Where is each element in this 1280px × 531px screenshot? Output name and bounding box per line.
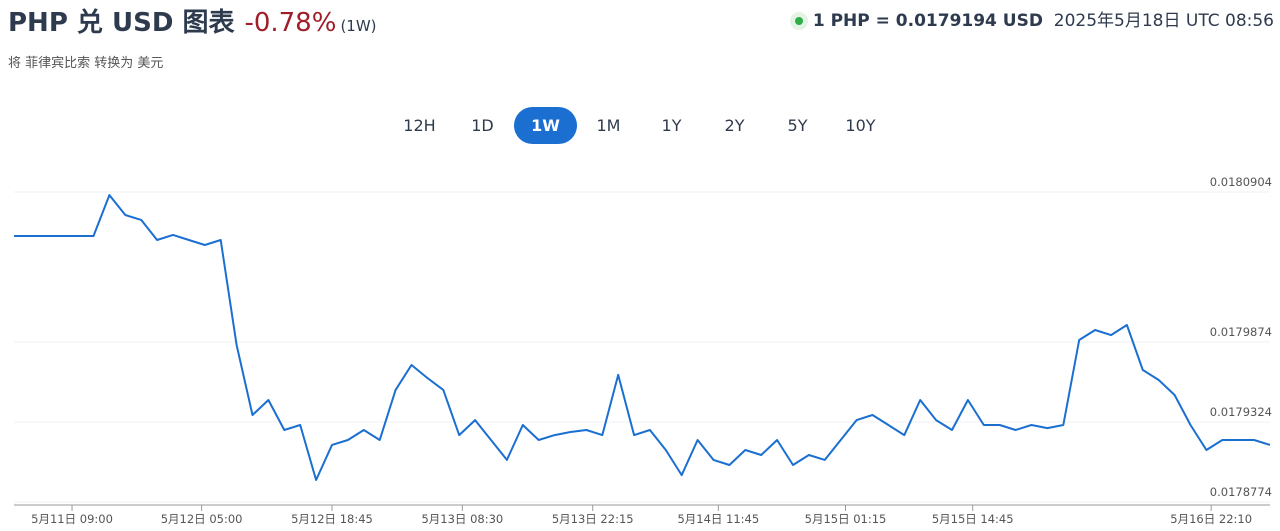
x-tick-label: 5月12日 05:00 xyxy=(161,512,243,526)
range-button[interactable]: 1M xyxy=(596,116,621,135)
range-button[interactable]: 5Y xyxy=(787,116,808,135)
x-tick-label: 5月13日 22:15 xyxy=(552,512,634,526)
subtitle: 将 菲律宾比索 转换为 美元 xyxy=(8,56,164,71)
y-tick-label: 0.0179874 xyxy=(1210,325,1272,339)
range-button[interactable]: 2Y xyxy=(724,116,745,135)
y-tick-label: 0.0178774 xyxy=(1210,485,1272,499)
timestamp: 2025年5月18日 UTC 08:56 xyxy=(1053,11,1274,31)
x-tick-label: 5月15日 01:15 xyxy=(805,512,887,526)
rate: 1 PHP = 0.0179194 USD xyxy=(812,11,1043,31)
y-tick-label: 0.0180904 xyxy=(1210,175,1272,189)
change: -0.78% xyxy=(244,8,337,38)
range-button[interactable]: 10Y xyxy=(845,116,876,135)
x-tick-label: 5月11日 09:00 xyxy=(31,512,113,526)
y-tick-label: 0.0179324 xyxy=(1210,405,1272,419)
header: PHP 兑 USD 图表 -0.78% (1W) xyxy=(8,2,377,39)
range-button[interactable]: 1D xyxy=(471,116,494,135)
period: (1W) xyxy=(340,17,377,35)
title: PHP 兑 USD 图表 xyxy=(8,8,235,38)
range-button[interactable]: 1W xyxy=(514,107,577,144)
price-line xyxy=(14,194,1271,481)
x-tick-label: 5月12日 18:45 xyxy=(291,512,373,526)
range-button[interactable]: 1Y xyxy=(661,116,682,135)
x-tick-label: 5月15日 14:45 xyxy=(932,512,1014,526)
x-tick-label: 5月14日 11:45 xyxy=(677,512,759,526)
live-dot xyxy=(794,17,803,25)
x-tick-label: 5月16日 22:10 xyxy=(1170,512,1252,526)
x-tick-label: 5月13日 08:30 xyxy=(421,512,503,526)
range-button[interactable]: 12H xyxy=(403,116,436,135)
range-buttons: 12H 1D 1W 1M 1Y 2Y 5Y 10Y xyxy=(388,107,892,144)
rate-box: 1 PHP = 0.0179194 USD 2025年5月18日 UTC 08:… xyxy=(794,6,1274,31)
